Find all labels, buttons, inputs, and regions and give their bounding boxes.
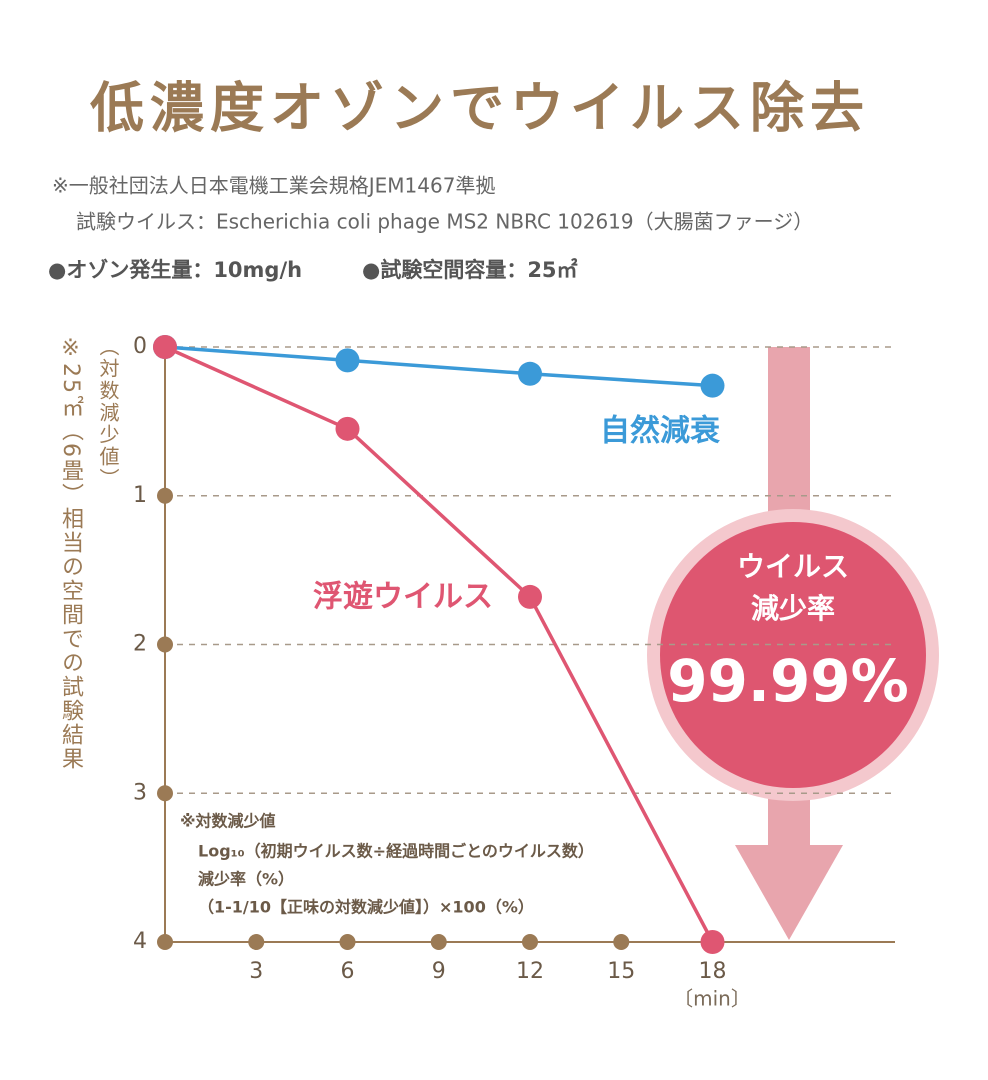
x-tick-label: 15 xyxy=(607,959,635,984)
x-tick xyxy=(522,934,538,950)
y-tick-label: 2 xyxy=(133,632,147,657)
data-point xyxy=(700,373,725,398)
y-tick-label: 3 xyxy=(133,780,147,805)
badge-text: 減少率 xyxy=(751,592,835,625)
badge-text: ウイルス xyxy=(737,550,849,583)
y-tick-label: 0 xyxy=(133,334,147,359)
data-point xyxy=(335,348,360,373)
x-tick xyxy=(248,934,265,950)
arrow: ウイルス 減少率 99.99% xyxy=(647,347,939,940)
x-unit: 〔min〕 xyxy=(673,987,751,1011)
chart-title: 低濃度オゾンでウイルス除去 xyxy=(90,77,870,140)
series-line xyxy=(164,345,713,388)
x-tick xyxy=(339,934,356,950)
data-point xyxy=(518,361,542,386)
data-point xyxy=(153,335,177,359)
x-tick-label: 9 xyxy=(432,959,446,984)
y-axis-label: （対数減少値） xyxy=(96,336,120,490)
y-tick-label: 4 xyxy=(133,929,147,954)
note: 試験ウイルス：Escherichia coli phage MS2 NBRC 1… xyxy=(76,210,813,234)
data-point xyxy=(518,584,542,609)
condition: ●試験空間容量：25㎡ xyxy=(362,258,578,282)
series-label: 自然減衰 xyxy=(600,414,720,449)
series-line xyxy=(164,345,715,943)
arrow-head xyxy=(735,845,843,940)
y-tick-label: 1 xyxy=(133,483,147,508)
x-tick-label: 12 xyxy=(516,959,544,984)
note: ※一般社団法人日本電機工業会規格JEM1467準拠 xyxy=(52,174,495,198)
formula: 減少率（%） xyxy=(198,870,294,889)
side-note: ※25㎡（6畳）相当の空間での試験結果 xyxy=(58,336,83,771)
formula: （1-1/10【正味の対数減少値】）×100（%） xyxy=(198,898,534,917)
x-tick-label: 3 xyxy=(249,959,263,984)
formula: ※対数減少値 xyxy=(180,812,276,831)
x-tick xyxy=(613,934,630,950)
condition: ●オゾン発生量：10mg/h xyxy=(48,258,302,282)
formula: Log₁₀（初期ウイルス数÷経過時間ごとのウイルス数） xyxy=(198,842,594,861)
data-point xyxy=(335,416,360,441)
badge-value: 99.99% xyxy=(667,647,909,715)
badge xyxy=(660,522,926,788)
x-tick-label: 6 xyxy=(341,959,355,984)
x-tick-label: 18 xyxy=(699,959,727,984)
series-label: 浮遊ウイルス xyxy=(313,580,493,615)
data-point xyxy=(700,930,725,954)
x-tick xyxy=(430,934,447,950)
